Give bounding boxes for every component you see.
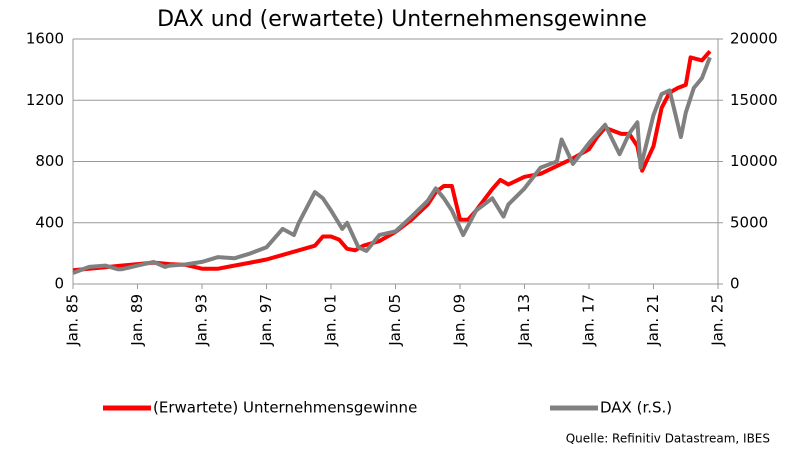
line-series (72, 56, 712, 275)
x-tick-label: Jan. 05 (386, 294, 404, 347)
x-tick-label: Jan. 21 (644, 294, 662, 347)
chart-title: DAX und (erwartete) Unternehmensgewinne (157, 7, 647, 32)
y2-tick-label: 10000 (730, 152, 778, 170)
y-tick-label: 400 (35, 213, 64, 231)
y-tick-label: 0 (54, 275, 64, 293)
y2-tick-label: 5000 (730, 213, 768, 231)
y-tick-label: 800 (35, 152, 64, 170)
legend-label: DAX (r.S.) (600, 399, 672, 417)
y2-tick-label: 0 (730, 275, 740, 293)
x-tick-label: Jan. 17 (580, 294, 598, 347)
y2-tick-label: 20000 (730, 30, 778, 48)
y2-tick-label: 15000 (730, 91, 778, 109)
legend-label: (Erwartete) Unternehmensgewinne (153, 399, 417, 417)
x-tick-label: Jan. 89 (128, 294, 146, 347)
source: Quelle: Refinitiv Datastream, IBES (566, 432, 770, 446)
x-tick-label: Jan. 93 (193, 294, 211, 347)
x-tick-label: Jan. 97 (257, 294, 275, 347)
y-tick-label: 1600 (26, 30, 64, 48)
x-tick-label: Jan. 85 (64, 294, 82, 347)
x-tick-label: Jan. 01 (322, 294, 340, 347)
line-series (72, 49, 712, 273)
x-tick-label: Jan. 25 (709, 294, 727, 347)
x-tick-label: Jan. 09 (451, 294, 469, 347)
x-tick-label: Jan. 13 (515, 294, 533, 347)
y-tick-label: 1200 (26, 91, 64, 109)
